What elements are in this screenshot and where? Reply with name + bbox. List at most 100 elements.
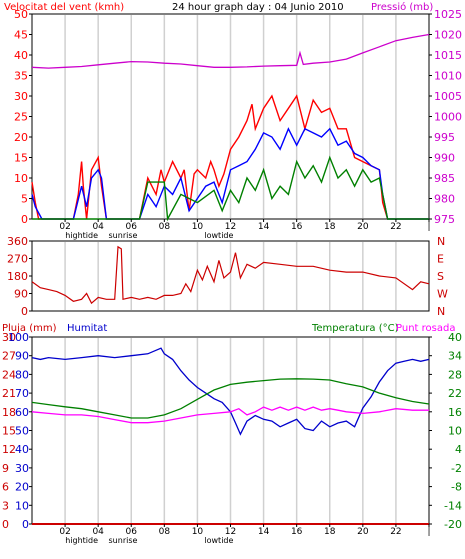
rain-y-tick-label: 30 (2, 331, 16, 344)
humidity-y-tick-label: 20 (15, 481, 29, 494)
rain-y-tick-label: 24 (2, 368, 16, 381)
rain-y-tick-label: 27 (2, 350, 16, 363)
panel3-grid (64, 338, 397, 523)
x-tick-label: 10 (192, 222, 204, 232)
x-tick-end: | (427, 527, 430, 537)
x-annotation-sunrise: sunrise (109, 536, 138, 545)
temp-y-tick-label: -8 (451, 481, 462, 494)
wind-y-tick-label: 25 (14, 111, 28, 124)
humidity-axis-label: Humitat (67, 323, 107, 334)
humidity-y-tick-label: 90 (15, 350, 29, 363)
rain-y-tick-label: 21 (2, 387, 16, 400)
rain-y-tick-label: 6 (2, 481, 9, 494)
rain-y-tick-label: 15 (2, 425, 16, 438)
pressure-y-tick-label: 990 (434, 152, 455, 165)
pressure-y-tick-label: 1020 (434, 29, 462, 42)
pressure-y-tick-label: 1015 (434, 49, 462, 62)
temp-y-tick-label: 28 (448, 368, 462, 381)
pressure-y-tick-label: 1000 (434, 111, 462, 124)
wind-y-tick-label: 30 (14, 90, 28, 103)
x-tick-label: 10 (192, 527, 204, 537)
wind-y-tick-label: 5 (21, 193, 28, 206)
x-tick-label: 08 (159, 222, 171, 232)
x-tick-label: 06 (126, 527, 138, 537)
panel2-grid (64, 242, 397, 310)
temp-series-line (31, 378, 430, 419)
panel2-series (31, 245, 430, 305)
windavg-series-line (32, 155, 429, 222)
wind-y-tick-label: 35 (14, 70, 28, 83)
x-tick-label: 14 (258, 222, 270, 232)
temp-y-tick-label: 16 (448, 406, 462, 419)
rain-y-tick-label: 12 (2, 443, 16, 456)
panel2-ticks: 0 N 90 W 180 S 270 E 360 N (7, 235, 448, 318)
humidity-y-tick-label: 70 (15, 387, 29, 400)
humidity-y-tick-label: 40 (15, 443, 29, 456)
x-tick-label: 20 (357, 222, 369, 232)
x-tick-label: 04 (92, 222, 104, 232)
humidity-y-tick-label: 80 (15, 368, 29, 381)
x-tick-label: 16 (291, 222, 303, 232)
direction-y-tick-label: 0 (21, 305, 28, 318)
gust-series-line (31, 127, 429, 220)
x-tick-label: 18 (324, 222, 336, 232)
pressure-series-line (31, 33, 430, 69)
x-tick-label: 02 (59, 527, 70, 537)
wind-axis-label: Velocitat del vent (kmh) (4, 2, 124, 13)
pressure-y-tick-label: 1010 (434, 70, 462, 83)
x-tick-label: 22 (390, 222, 401, 232)
chart-title: 24 hour graph day : 04 Junio 2010 (172, 2, 344, 13)
panel1-ticks: 0510152025303540455097598098599099510001… (14, 8, 462, 240)
humidity-y-tick-label: 60 (15, 406, 29, 419)
x-tick-label: 14 (258, 527, 270, 537)
x-annotation-lowtide: lowtide (204, 231, 233, 240)
temp-y-tick-label: 34 (448, 350, 462, 363)
pressure-axis-label: Pressió (mb) (371, 1, 433, 13)
x-tick-label: 02 (59, 222, 70, 232)
x-tick-label: 12 (225, 222, 236, 232)
x-annotation-sunrise: sunrise (109, 231, 138, 240)
wind-y-tick-label: 40 (14, 49, 28, 62)
temp-y-tick-label: 4 (455, 443, 462, 456)
x-annotation-hightide: hightide (65, 231, 98, 240)
temp-y-tick-label: 22 (448, 387, 462, 400)
wind-series-line (31, 94, 429, 220)
rain-y-tick-label: 0 (2, 518, 9, 531)
humidity-y-tick-label: 100 (8, 331, 29, 344)
wind-y-tick-label: 20 (14, 131, 28, 144)
pressure-y-tick-label: 1005 (434, 90, 462, 103)
temp-y-tick-label: 10 (448, 425, 462, 438)
temp-y-tick-label: 40 (448, 331, 462, 344)
x-tick-label: 06 (126, 222, 138, 232)
rain-axis-label: Pluja (mm) (2, 323, 57, 334)
humidity-y-tick-label: 30 (15, 462, 29, 475)
compass-tick-label: W (437, 288, 448, 301)
x-tick-label: 20 (357, 527, 369, 537)
direction-series-line (31, 245, 430, 305)
humidity-y-tick-label: 10 (15, 499, 29, 512)
temperature-axis-label: Temperatura (°C) (311, 323, 399, 334)
x-tick-label: 18 (324, 527, 336, 537)
direction-y-tick-label: 90 (14, 288, 28, 301)
panel1-series (31, 33, 430, 222)
pressure-y-tick-label: 985 (434, 172, 455, 185)
humidity-series-line (31, 347, 430, 436)
wind-y-tick-label: 45 (14, 29, 28, 42)
humidity-y-tick-label: 0 (22, 518, 29, 531)
humidity-y-tick-label: 50 (15, 425, 29, 438)
panel1-grid (64, 15, 397, 218)
x-annotation-lowtide: lowtide (204, 536, 233, 545)
x-tick-label: 08 (159, 527, 171, 537)
temp-y-tick-label: -14 (444, 499, 462, 512)
x-tick-label: 16 (291, 527, 303, 537)
rain-y-tick-label: 18 (2, 406, 16, 419)
wind-y-tick-label: 15 (14, 152, 28, 165)
direction-y-tick-label: 360 (7, 235, 28, 248)
x-tick-label: 04 (92, 527, 104, 537)
x-tick-label: 22 (390, 527, 401, 537)
compass-tick-label: S (437, 270, 444, 283)
direction-y-tick-label: 180 (7, 270, 28, 283)
